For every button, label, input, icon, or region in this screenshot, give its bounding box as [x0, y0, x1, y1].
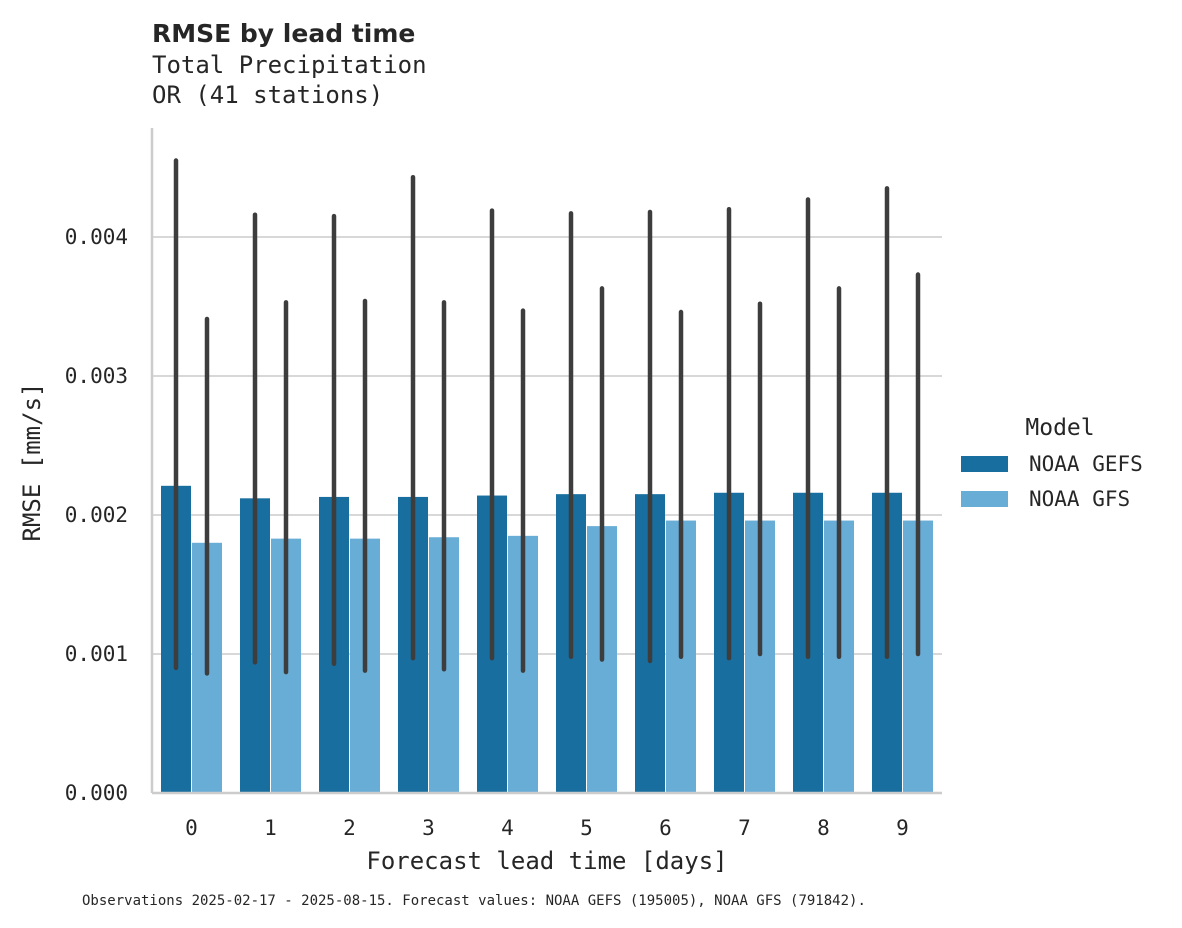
y-tick-label: 0.003 — [65, 364, 128, 388]
x-tick-label: 5 — [580, 816, 593, 840]
y-tick-label: 0.002 — [65, 503, 128, 527]
error-bars — [173, 158, 921, 676]
y-tick-label: 0.004 — [65, 225, 128, 249]
x-axis-label: Forecast lead time [days] — [366, 847, 727, 875]
legend-label: NOAA GEFS — [1029, 452, 1143, 476]
x-tick-label: 3 — [422, 816, 435, 840]
y-tick-labels: 0.000 0.001 0.002 0.003 0.004 — [65, 225, 128, 805]
y-tick-label: 0.001 — [65, 642, 128, 666]
x-tick-label: 0 — [185, 816, 198, 840]
x-tick-label: 7 — [738, 816, 751, 840]
gridlines — [152, 236, 942, 655]
x-tick-label: 6 — [659, 816, 672, 840]
x-tick-label: 8 — [817, 816, 830, 840]
legend-title: Model — [1025, 415, 1094, 441]
x-tick-label: 1 — [264, 816, 277, 840]
chart-title: RMSE by lead time — [152, 19, 415, 48]
x-tick-label: 2 — [343, 816, 356, 840]
y-tick-label: 0.000 — [65, 781, 128, 805]
legend: Model NOAA GEFS NOAA GFS — [961, 415, 1143, 511]
y-axis-label: RMSE [mm/s] — [18, 383, 46, 542]
chart-caption: Observations 2025-02-17 - 2025-08-15. Fo… — [82, 893, 866, 909]
chart-subtitle-line-2: OR (41 stations) — [152, 81, 383, 109]
legend-swatch — [961, 491, 1008, 507]
legend-label: NOAA GFS — [1029, 487, 1130, 511]
legend-swatch — [961, 456, 1008, 472]
x-tick-label: 4 — [501, 816, 514, 840]
x-tick-labels: 0 1 2 3 4 5 6 7 8 9 — [185, 816, 909, 840]
x-tick-label: 9 — [896, 816, 909, 840]
bars — [161, 485, 933, 793]
chart-subtitle-line-1: Total Precipitation — [152, 51, 427, 79]
